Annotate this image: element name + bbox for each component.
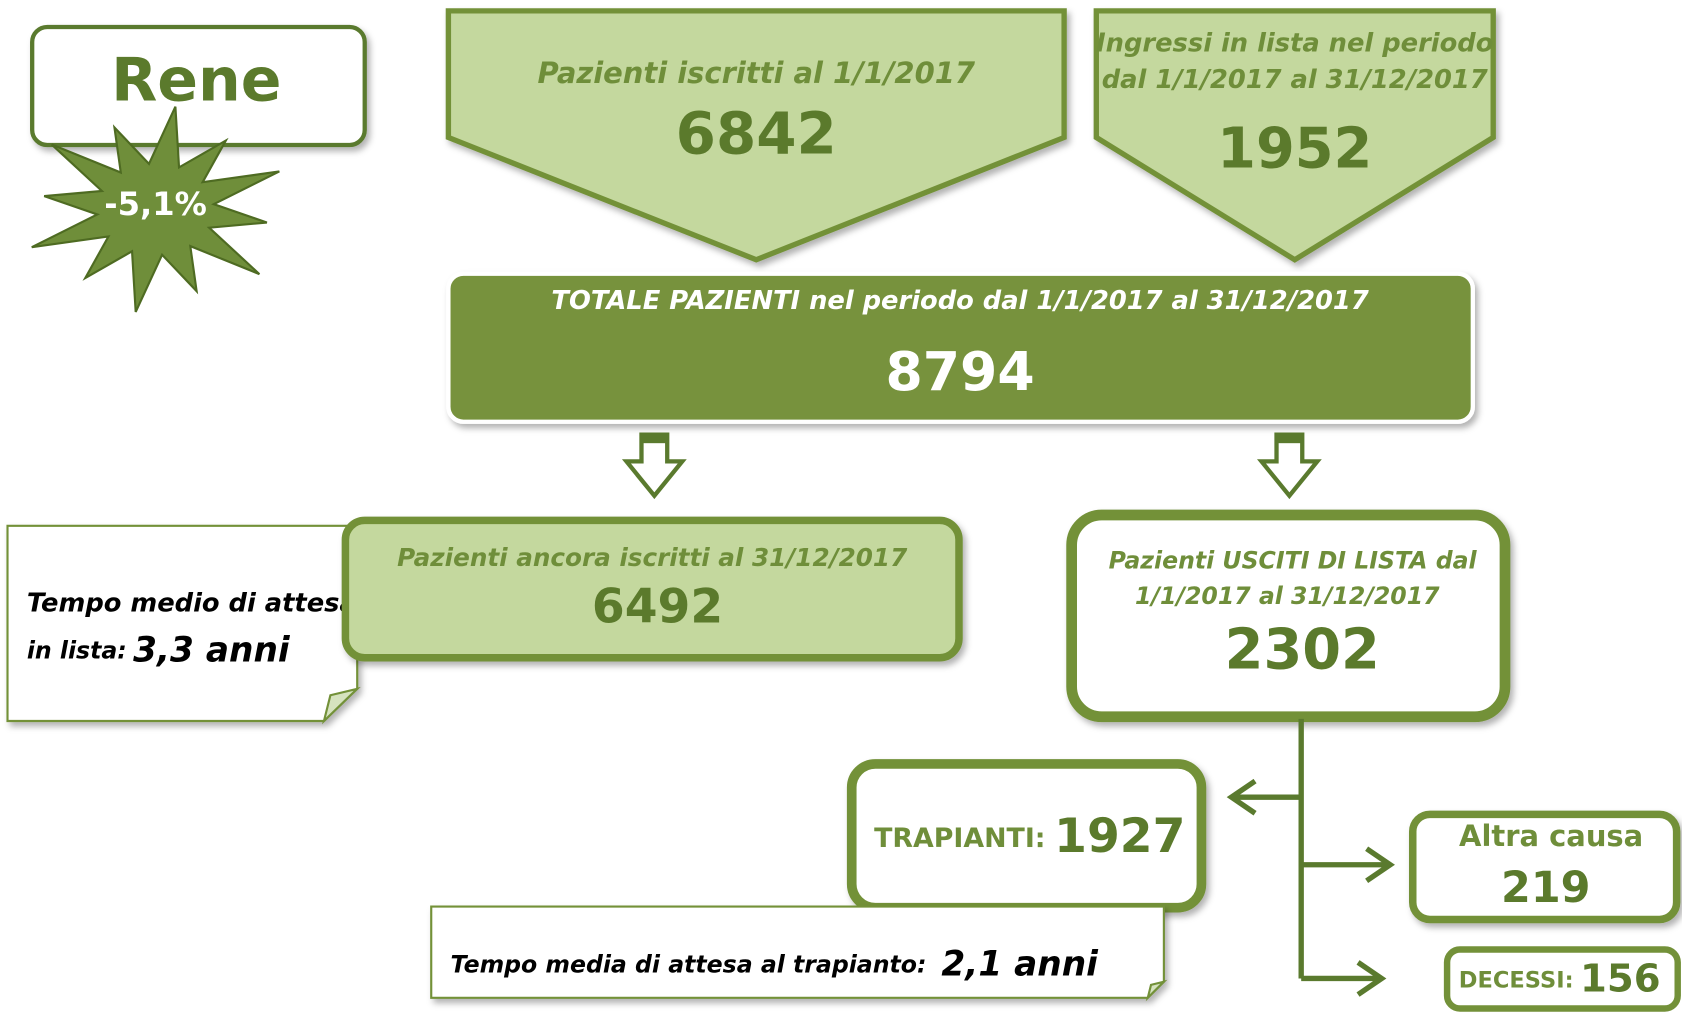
node-label: dal 1/1/2017 al 31/12/2017 bbox=[1102, 65, 1488, 95]
node-value: 6842 bbox=[676, 100, 837, 168]
node-label: 1/1/2017 al 31/12/2017 bbox=[1135, 582, 1440, 610]
node-value: 1927 bbox=[1054, 809, 1185, 864]
down-arrow bbox=[1256, 432, 1322, 500]
badge-text: -5,1% bbox=[104, 185, 207, 223]
node-value: 156 bbox=[1580, 956, 1661, 1001]
input-arrow bbox=[1093, 8, 1496, 263]
node-value: 219 bbox=[1501, 863, 1591, 913]
arrow-right bbox=[1301, 960, 1387, 997]
node-label: Pazienti USCITI DI LISTA dal bbox=[1109, 547, 1478, 575]
node-value: 6492 bbox=[592, 579, 723, 634]
node-value: 8794 bbox=[885, 340, 1034, 403]
title-box bbox=[30, 24, 367, 148]
note-label: Tempo media di attesa al trapianto: bbox=[451, 950, 927, 978]
other-box bbox=[1408, 810, 1681, 924]
total-box bbox=[446, 271, 1475, 424]
deaths-box bbox=[1443, 946, 1681, 1012]
arrow-right bbox=[1301, 846, 1395, 884]
note-value: 2,1 anni bbox=[941, 944, 1099, 984]
note-label: in lista: bbox=[27, 636, 127, 664]
exited-box bbox=[1066, 509, 1511, 723]
note-value: 3,3 anni bbox=[133, 630, 291, 670]
node-label: DECESSI: bbox=[1459, 967, 1574, 993]
node-label: Ingressi in lista nel periodo bbox=[1096, 29, 1493, 59]
down-arrow bbox=[621, 432, 687, 500]
title: Rene bbox=[111, 45, 281, 115]
node-line: DECESSI: 156 bbox=[1459, 956, 1661, 1001]
node-label: TOTALE PAZIENTI nel periodo dal 1/1/2017… bbox=[551, 286, 1368, 316]
note-fold bbox=[322, 686, 361, 725]
note bbox=[6, 524, 359, 723]
remaining-box bbox=[341, 516, 963, 662]
note-fold bbox=[1145, 979, 1168, 1002]
node-label: TRAPIANTI: bbox=[874, 823, 1045, 854]
badge-star bbox=[31, 106, 280, 313]
node-label: Pazienti iscritti al 1/1/2017 bbox=[537, 56, 975, 90]
connectors bbox=[1226, 718, 1395, 997]
node-label: Altra causa bbox=[1459, 819, 1643, 853]
node-label: Pazienti ancora iscritti al 31/12/2017 bbox=[397, 543, 908, 572]
arrow-cap bbox=[1276, 434, 1303, 444]
input-arrow bbox=[445, 8, 1067, 263]
note-line: in lista: 3,3 anni bbox=[27, 630, 291, 670]
note-label: Tempo medio di attesa bbox=[27, 589, 357, 619]
note-line: Tempo media di attesa al trapianto: 2,1 a… bbox=[451, 944, 1100, 984]
node-value: 1952 bbox=[1217, 117, 1372, 182]
node-line: TRAPIANTI: 1927 bbox=[874, 809, 1185, 864]
arrow-left bbox=[1226, 778, 1302, 816]
arrow-cap bbox=[641, 434, 668, 444]
node-value: 2302 bbox=[1225, 618, 1380, 683]
